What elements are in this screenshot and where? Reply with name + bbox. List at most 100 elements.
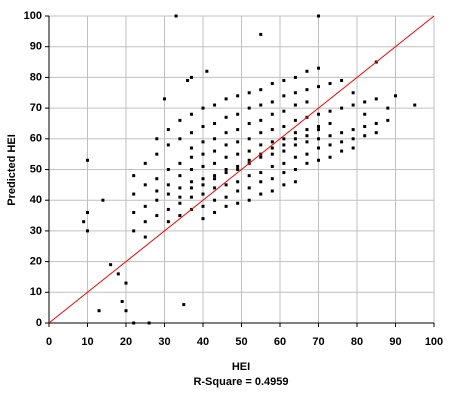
point (86, 158, 89, 162)
x-tick-label: 20 (120, 336, 132, 348)
point (259, 32, 263, 36)
point (305, 161, 309, 165)
point (259, 118, 263, 122)
point (317, 137, 320, 141)
point (293, 180, 297, 184)
x-tick-label: 100 (425, 336, 443, 348)
point (178, 214, 182, 218)
point (394, 94, 397, 98)
point (155, 152, 159, 156)
point (178, 118, 182, 122)
point (224, 143, 228, 147)
point (317, 158, 320, 162)
point (163, 97, 166, 101)
point (305, 140, 309, 144)
point (236, 152, 240, 156)
point (374, 97, 378, 101)
point (143, 204, 147, 208)
point (201, 106, 205, 110)
point (224, 168, 228, 171)
point (317, 14, 320, 18)
point (340, 78, 344, 82)
point (270, 140, 274, 144)
point (351, 103, 355, 107)
point (259, 192, 263, 196)
point (120, 300, 124, 304)
point (155, 189, 159, 193)
point (328, 109, 332, 113)
point (236, 164, 240, 168)
y-tick-label: 100 (24, 10, 42, 22)
point (282, 109, 286, 113)
point (293, 143, 297, 147)
point (270, 164, 274, 168)
point (340, 106, 344, 110)
y-tick-label: 80 (30, 71, 42, 83)
point (224, 183, 228, 187)
point (328, 121, 332, 125)
point (178, 201, 182, 205)
point (247, 174, 251, 178)
y-tick-label: 10 (30, 286, 42, 298)
y-tick-label: 60 (30, 133, 42, 145)
point (270, 128, 274, 132)
point (270, 152, 274, 156)
point (351, 137, 355, 141)
point (186, 78, 190, 82)
point (259, 180, 263, 184)
point (166, 168, 170, 171)
point (317, 128, 320, 132)
x-axis-title: HEI (232, 361, 250, 373)
point (201, 217, 205, 221)
point (293, 118, 297, 122)
point (166, 143, 170, 147)
point (86, 210, 89, 214)
point (124, 309, 128, 313)
x-tick-label: 30 (158, 336, 170, 348)
point (213, 210, 217, 214)
point (155, 214, 159, 218)
point (293, 137, 297, 141)
x-tick-label: 0 (46, 336, 52, 348)
y-tick-label: 20 (30, 256, 42, 268)
point (124, 281, 128, 285)
point (213, 186, 217, 190)
point (282, 125, 286, 129)
point (247, 121, 251, 125)
point (155, 198, 159, 202)
y-axis-title: Predicted HEI (6, 134, 18, 206)
point (293, 168, 297, 171)
point (189, 180, 193, 184)
point (201, 140, 205, 144)
x-tick-label: 70 (312, 336, 324, 348)
point (213, 198, 217, 202)
point (178, 174, 182, 178)
point (213, 121, 217, 125)
point (374, 121, 378, 125)
point (201, 204, 205, 208)
point (109, 263, 113, 267)
point (236, 94, 240, 98)
point (270, 82, 274, 86)
point (155, 137, 159, 141)
point (201, 183, 205, 187)
point (247, 149, 251, 153)
point (224, 195, 228, 199)
point (317, 112, 320, 116)
point (282, 78, 286, 82)
point (305, 152, 309, 156)
point (293, 155, 297, 159)
point (132, 192, 136, 196)
x-tick-label: 60 (274, 336, 286, 348)
point (143, 183, 147, 187)
point (270, 189, 274, 193)
point (282, 137, 286, 141)
point (305, 88, 309, 92)
reference-line (48, 15, 435, 324)
point (82, 220, 86, 224)
point (189, 75, 193, 79)
x-tick-label: 40 (197, 336, 209, 348)
point (166, 220, 170, 224)
point (305, 128, 309, 132)
